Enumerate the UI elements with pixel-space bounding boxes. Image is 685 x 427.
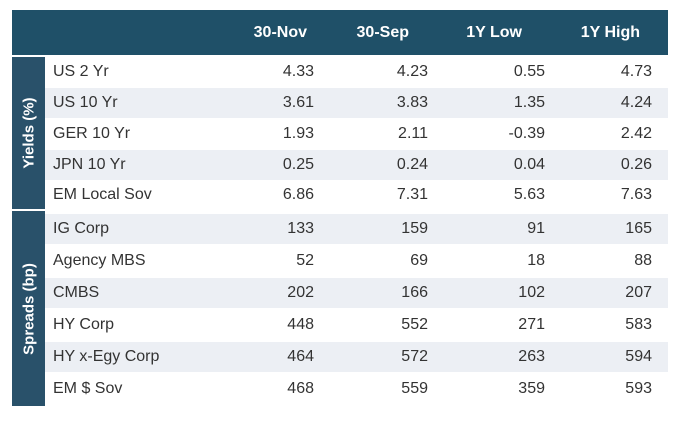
value-30-nov: 4.33 bbox=[282, 63, 314, 80]
value-1y-high: 4.24 bbox=[620, 94, 652, 111]
value-1y-low: -0.39 bbox=[508, 125, 545, 142]
value-1y-high: 594 bbox=[625, 348, 652, 365]
value-30-nov: 448 bbox=[287, 316, 314, 333]
row-label: US 2 Yr bbox=[53, 63, 109, 80]
table-row: US 2 Yr 4.33 4.23 0.55 4.73 bbox=[45, 57, 668, 87]
table-row: HY x-Egy Corp 464 572 263 594 bbox=[45, 342, 668, 372]
table-row: GER 10 Yr 1.93 2.11 -0.39 2.42 bbox=[45, 119, 668, 149]
row-label: US 10 Yr bbox=[53, 94, 118, 111]
row-label: Agency MBS bbox=[53, 252, 146, 269]
spreads-group-label: Spreads (bp) bbox=[20, 262, 37, 355]
value-30-nov: 0.25 bbox=[282, 156, 314, 173]
value-1y-high: 207 bbox=[625, 284, 652, 301]
value-1y-high: 165 bbox=[625, 220, 652, 237]
value-1y-high: 7.63 bbox=[620, 186, 652, 203]
row-label: CMBS bbox=[53, 284, 100, 301]
value-1y-low: 263 bbox=[518, 348, 545, 365]
value-30-sep: 4.23 bbox=[396, 63, 428, 80]
row-label: EM Local Sov bbox=[53, 186, 152, 203]
value-1y-high: 593 bbox=[625, 380, 652, 397]
value-30-sep: 69 bbox=[410, 252, 428, 269]
value-1y-low: 271 bbox=[518, 316, 545, 333]
value-30-nov: 6.86 bbox=[282, 186, 314, 203]
spreads-group-label-cell: Spreads (bp) bbox=[12, 211, 45, 406]
value-30-nov: 202 bbox=[287, 284, 314, 301]
value-1y-low: 0.04 bbox=[513, 156, 545, 173]
market-data-table: 30-Nov 30-Sep 1Y Low 1Y High Yields (%) … bbox=[12, 10, 668, 406]
table-row: EM Local Sov 6.86 7.31 5.63 7.63 bbox=[45, 180, 668, 210]
value-30-sep: 166 bbox=[401, 284, 428, 301]
row-label: HY Corp bbox=[53, 316, 115, 333]
value-1y-high: 583 bbox=[625, 316, 652, 333]
value-30-nov: 1.93 bbox=[282, 125, 314, 142]
row-label: EM $ Sov bbox=[53, 380, 123, 397]
table-row: EM $ Sov 468 559 359 593 bbox=[45, 374, 668, 404]
yields-group-label: Yields (%) bbox=[20, 97, 37, 169]
row-label: GER 10 Yr bbox=[53, 125, 131, 142]
header-30-sep: 30-Sep bbox=[356, 24, 409, 41]
value-30-nov: 468 bbox=[287, 380, 314, 397]
value-1y-low: 1.35 bbox=[513, 94, 545, 111]
value-30-sep: 2.11 bbox=[398, 125, 428, 142]
row-label: HY x-Egy Corp bbox=[53, 348, 160, 365]
value-1y-low: 359 bbox=[518, 380, 545, 397]
value-30-nov: 464 bbox=[287, 348, 314, 365]
table-row: JPN 10 Yr 0.25 0.24 0.04 0.26 bbox=[45, 150, 668, 180]
value-30-sep: 552 bbox=[401, 316, 428, 333]
value-30-sep: 572 bbox=[401, 348, 428, 365]
value-30-nov: 52 bbox=[296, 252, 314, 269]
value-30-sep: 7.31 bbox=[396, 186, 428, 203]
value-1y-low: 0.55 bbox=[513, 63, 545, 80]
table-row: US 10 Yr 3.61 3.83 1.35 4.24 bbox=[45, 88, 668, 118]
value-1y-high: 4.73 bbox=[620, 63, 652, 80]
yields-group-label-cell: Yields (%) bbox=[12, 57, 45, 209]
row-label: JPN 10 Yr bbox=[53, 156, 126, 173]
table-row: HY Corp 448 552 271 583 bbox=[45, 310, 668, 340]
value-1y-high: 2.42 bbox=[620, 125, 652, 142]
header-1y-low: 1Y Low bbox=[466, 24, 522, 41]
row-label: IG Corp bbox=[53, 220, 110, 237]
value-30-sep: 559 bbox=[401, 380, 428, 397]
value-30-sep: 159 bbox=[401, 220, 428, 237]
table-header: 30-Nov 30-Sep 1Y Low 1Y High bbox=[12, 10, 668, 55]
value-1y-low: 91 bbox=[527, 220, 545, 237]
table-row: CMBS 202 166 102 207 bbox=[45, 278, 668, 308]
value-1y-low: 5.63 bbox=[513, 186, 545, 203]
header-1y-high: 1Y High bbox=[580, 24, 640, 41]
value-1y-low: 102 bbox=[518, 284, 545, 301]
value-30-sep: 0.24 bbox=[396, 156, 428, 173]
value-1y-high: 0.26 bbox=[620, 156, 652, 173]
value-30-nov: 133 bbox=[287, 220, 314, 237]
value-1y-high: 88 bbox=[634, 252, 652, 269]
value-30-nov: 3.61 bbox=[282, 94, 314, 111]
table-row: IG Corp 133 159 91 165 bbox=[45, 214, 668, 244]
value-1y-low: 18 bbox=[527, 252, 545, 269]
header-30-nov: 30-Nov bbox=[253, 24, 307, 41]
value-30-sep: 3.83 bbox=[396, 94, 428, 111]
table-row: Agency MBS 52 69 18 88 bbox=[45, 246, 668, 276]
